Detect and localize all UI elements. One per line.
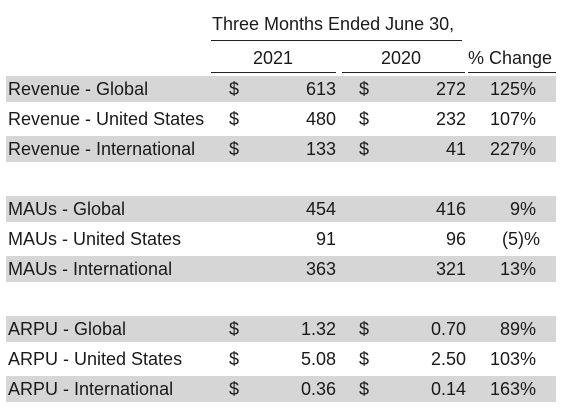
value-2020: 0.14 (430, 379, 466, 399)
row-label: MAUs - United States (8, 229, 182, 249)
percent-change: 163% (489, 379, 536, 399)
currency-symbol: $ (359, 139, 370, 159)
row-label: MAUs - Global (8, 199, 126, 219)
percent-change: (5)% (501, 229, 540, 249)
value-2021: 133 (305, 139, 336, 159)
value-2021: 363 (305, 259, 336, 279)
column-rule-2021 (211, 72, 336, 73)
value-2020: 41 (445, 139, 466, 159)
value-2020: 2.50 (430, 349, 466, 369)
row-label: Revenue - United States (8, 109, 205, 129)
table-row: MAUs - Global 454 416 9% (6, 196, 556, 222)
row-label: MAUs - International (8, 259, 173, 279)
table-row: Revenue - United States $ 480 $ 232 107% (6, 106, 556, 132)
value-2020: 272 (435, 79, 466, 99)
currency-symbol: $ (229, 319, 240, 339)
column-rule-change (468, 72, 556, 73)
percent-change: 227% (489, 139, 536, 159)
value-2021: 613 (305, 79, 336, 99)
table-row: ARPU - Global $ 1.32 $ 0.70 89% (6, 316, 556, 342)
currency-symbol: $ (359, 379, 370, 399)
period-header: Three Months Ended June 30, (212, 14, 455, 34)
percent-change: 13% (499, 259, 536, 279)
currency-symbol: $ (229, 139, 240, 159)
currency-symbol: $ (229, 109, 240, 129)
column-rule-2020 (342, 72, 465, 73)
table-row: ARPU - United States $ 5.08 $ 2.50 103% (6, 346, 556, 372)
value-2021: 0.36 (300, 379, 336, 399)
value-2020: 0.70 (430, 319, 466, 339)
row-label: Revenue - International (8, 139, 196, 159)
value-2020: 416 (435, 199, 466, 219)
percent-change: 107% (489, 109, 536, 129)
table-row: MAUs - United States 91 96 (5)% (6, 226, 556, 252)
value-2021: 1.32 (300, 319, 336, 339)
row-label: Revenue - Global (8, 79, 149, 99)
percent-change: 89% (499, 319, 536, 339)
table-row: Revenue - International $ 133 $ 41 227% (6, 136, 556, 162)
table-row: MAUs - International 363 321 13% (6, 256, 556, 282)
column-header-change: % Change (468, 48, 553, 68)
row-label: ARPU - International (8, 379, 174, 399)
row-label: ARPU - Global (8, 319, 127, 339)
value-2020: 321 (435, 259, 466, 279)
value-2021: 5.08 (300, 349, 336, 369)
currency-symbol: $ (359, 109, 370, 129)
currency-symbol: $ (359, 319, 370, 339)
currency-symbol: $ (229, 379, 240, 399)
table-row: ARPU - International $ 0.36 $ 0.14 163% (6, 376, 556, 402)
column-header-2021: 2021 (253, 48, 294, 68)
value-2021: 454 (305, 199, 336, 219)
table-row: Revenue - Global $ 613 $ 272 125% (6, 76, 556, 102)
currency-symbol: $ (359, 79, 370, 99)
currency-symbol: $ (229, 349, 240, 369)
percent-change: 103% (489, 349, 536, 369)
row-label: ARPU - United States (8, 349, 183, 369)
period-header-rule (211, 40, 462, 41)
value-2020: 96 (445, 229, 466, 249)
value-2021: 480 (305, 109, 336, 129)
value-2020: 232 (435, 109, 466, 129)
percent-change: 125% (489, 79, 536, 99)
column-header-2020: 2020 (381, 48, 422, 68)
currency-symbol: $ (359, 349, 370, 369)
currency-symbol: $ (229, 79, 240, 99)
percent-change: 9% (509, 199, 536, 219)
value-2021: 91 (315, 229, 336, 249)
